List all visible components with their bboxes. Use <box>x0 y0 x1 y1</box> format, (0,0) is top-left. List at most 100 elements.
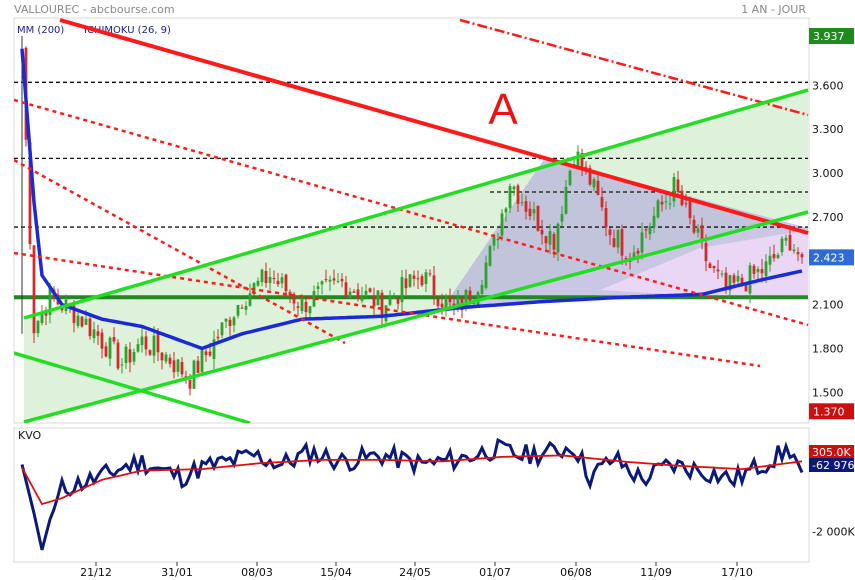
candle-body <box>584 166 588 168</box>
candle-body <box>776 254 780 259</box>
candle-body <box>376 290 380 306</box>
candle <box>228 316 232 336</box>
candle-body <box>80 316 84 327</box>
downtrend-dashed-2 <box>14 158 346 345</box>
downtrend-line-upper <box>459 18 809 117</box>
candle <box>296 301 300 316</box>
candle-body <box>432 275 436 296</box>
candle-body <box>632 252 636 260</box>
candle-body <box>568 170 572 186</box>
candle-body <box>636 250 640 254</box>
candle-body <box>744 283 748 292</box>
candle <box>272 270 276 284</box>
candle <box>672 172 676 208</box>
candle-body <box>224 318 228 322</box>
candle-body <box>652 215 656 228</box>
candle <box>372 287 376 316</box>
candle <box>512 185 516 196</box>
candle-body <box>520 202 524 204</box>
x-tick-label: 11/09 <box>640 566 672 579</box>
candle <box>36 320 40 338</box>
x-tick-label: 31/01 <box>161 566 193 579</box>
candle <box>580 148 584 177</box>
candle <box>388 290 392 307</box>
candle <box>264 262 268 288</box>
y-tick-label: 1.500 <box>812 386 844 399</box>
candle <box>248 283 252 307</box>
candle-body <box>668 203 672 205</box>
candle <box>412 270 416 287</box>
channel-lower-line <box>23 210 809 423</box>
candle-body <box>612 238 616 247</box>
candle-body <box>272 277 276 280</box>
candle <box>416 270 420 289</box>
candle <box>144 331 148 356</box>
downtrend-dashed-3 <box>14 251 761 368</box>
candle-body <box>284 274 288 292</box>
candle-body <box>264 270 268 284</box>
x-tick-label: 17/10 <box>721 566 753 579</box>
candle <box>560 205 564 227</box>
candle-body <box>416 278 420 280</box>
candle <box>712 265 716 273</box>
candle <box>304 297 308 320</box>
candle-body <box>720 273 724 275</box>
candle-body <box>736 275 740 282</box>
candle <box>484 255 488 290</box>
candle-body <box>108 337 112 359</box>
candle <box>596 174 600 196</box>
candle-body <box>104 346 108 357</box>
candle <box>568 169 572 187</box>
candle-body <box>524 201 528 212</box>
candle-body <box>604 208 608 228</box>
candle-body <box>764 261 768 277</box>
candle-body <box>760 269 764 274</box>
candle-body <box>716 269 720 272</box>
candle <box>800 252 804 264</box>
candle <box>192 359 196 389</box>
candle <box>720 270 724 278</box>
candle <box>164 351 168 364</box>
candle-body <box>156 332 160 353</box>
candle <box>544 235 548 252</box>
candle <box>212 330 216 370</box>
candle <box>420 273 424 287</box>
candle <box>352 289 356 294</box>
candle-body <box>428 273 432 275</box>
candle-body <box>260 269 264 283</box>
candle-body <box>700 225 704 240</box>
candle-body <box>256 280 260 286</box>
price-tag-box <box>809 403 854 420</box>
indicator-ichimoku-label: ICHIMOKU (26, 9) <box>84 25 171 36</box>
y-tick-label: 1.800 <box>812 342 844 355</box>
candle <box>76 311 80 329</box>
candle <box>336 273 340 284</box>
candle <box>480 280 484 298</box>
candle-body <box>512 186 516 190</box>
candle <box>368 287 372 294</box>
candle <box>196 356 200 373</box>
candle <box>288 289 292 304</box>
candle-body <box>504 208 508 213</box>
candle-body <box>396 297 400 304</box>
candle <box>380 289 384 328</box>
candle-body <box>316 286 320 289</box>
candle-body <box>160 352 164 361</box>
channel-upper-line <box>23 88 809 320</box>
candle <box>612 229 616 248</box>
candle <box>200 349 204 373</box>
candle <box>140 328 144 353</box>
candle-body <box>544 236 548 244</box>
kvo-label: KVO <box>18 429 42 442</box>
candle-body <box>740 277 744 285</box>
candle-body <box>280 277 284 284</box>
candle <box>636 247 640 264</box>
candle <box>284 273 288 297</box>
candle <box>620 224 624 266</box>
candle <box>136 338 140 353</box>
candle-body <box>692 219 696 233</box>
candle <box>124 343 128 369</box>
candle-body <box>168 357 172 364</box>
candle <box>716 259 720 280</box>
downtrend-dashed-1 <box>14 98 809 327</box>
